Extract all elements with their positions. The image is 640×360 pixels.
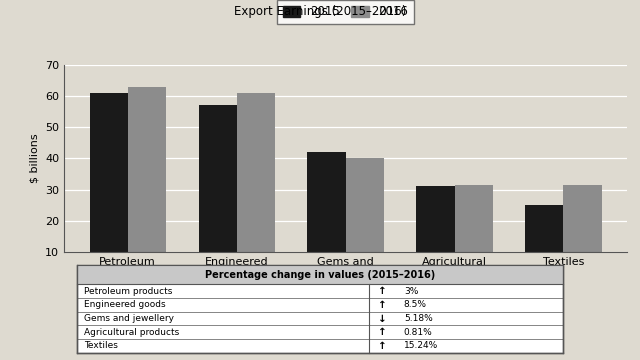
Legend: 2015, 2016: 2015, 2016 [277, 0, 414, 24]
Text: Textiles: Textiles [84, 341, 118, 351]
Text: Agricultural products: Agricultural products [84, 328, 180, 337]
Text: Engineered goods: Engineered goods [84, 300, 166, 309]
Bar [346, 158, 384, 283]
Text: Gems and jewellery: Gems and jewellery [84, 314, 175, 323]
Bar [417, 186, 454, 283]
Text: 8.5%: 8.5% [404, 300, 427, 309]
Text: ↓: ↓ [378, 314, 387, 324]
Text: 3%: 3% [404, 287, 418, 296]
Bar [525, 205, 563, 283]
Text: 15.24%: 15.24% [404, 341, 438, 351]
X-axis label: Product Category: Product Category [284, 284, 407, 297]
Bar [307, 152, 346, 283]
Y-axis label: $ billions: $ billions [29, 134, 40, 183]
Text: Export Earnings (2015–2016): Export Earnings (2015–2016) [234, 5, 406, 18]
Bar [563, 185, 602, 283]
Bar [237, 93, 275, 283]
Text: 5.18%: 5.18% [404, 314, 433, 323]
Text: 0.81%: 0.81% [404, 328, 433, 337]
Bar [198, 105, 237, 283]
Bar [128, 87, 166, 283]
Text: ↑: ↑ [378, 327, 387, 337]
Bar [454, 185, 493, 283]
Text: ↑: ↑ [378, 286, 387, 296]
Text: ↑: ↑ [378, 341, 387, 351]
Bar [90, 93, 128, 283]
Text: Petroleum products: Petroleum products [84, 287, 173, 296]
Text: Percentage change in values (2015–2016): Percentage change in values (2015–2016) [205, 270, 435, 279]
Text: ↑: ↑ [378, 300, 387, 310]
